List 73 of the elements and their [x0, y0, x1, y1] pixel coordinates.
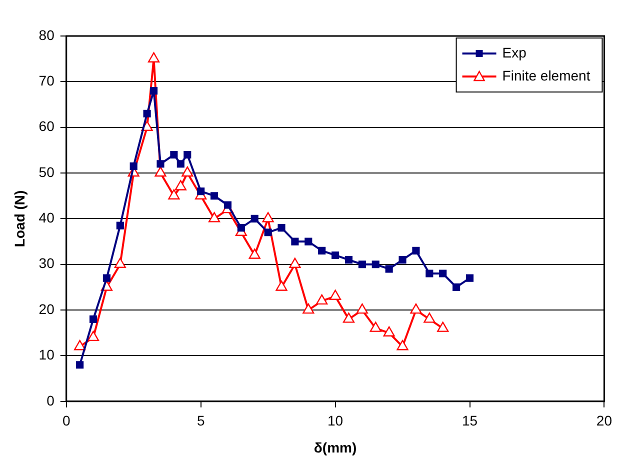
point [278, 224, 286, 232]
point [174, 180, 186, 190]
point [332, 251, 340, 260]
point [150, 87, 158, 95]
point [176, 160, 184, 168]
point [302, 303, 314, 314]
point [398, 256, 406, 264]
x-tick-label: 0 [62, 412, 70, 429]
point [412, 246, 420, 254]
point [466, 274, 474, 282]
point [143, 110, 151, 118]
point [224, 201, 232, 209]
point [264, 228, 272, 236]
point [248, 248, 260, 259]
point [424, 312, 436, 323]
y-axis-title: Load (N) [11, 190, 28, 248]
point [208, 212, 220, 222]
y-tick-label: 70 [38, 72, 55, 89]
point [372, 260, 380, 268]
point [210, 192, 218, 200]
point [344, 256, 353, 264]
x-axis-title: δ(mm) [314, 439, 357, 456]
y-tick-label: 80 [38, 26, 55, 43]
x-tick-label: 20 [596, 412, 612, 429]
point [342, 312, 355, 323]
point [89, 315, 98, 323]
x-tick-label: 15 [462, 412, 478, 429]
y-tick-label: 20 [38, 300, 55, 317]
point [154, 166, 166, 177]
point [304, 238, 312, 246]
point [318, 246, 326, 254]
point [87, 330, 100, 342]
point [316, 294, 328, 305]
point [276, 280, 288, 291]
point [437, 322, 449, 332]
point [114, 258, 126, 268]
point [385, 265, 393, 273]
x-tick-label: 5 [196, 412, 205, 429]
y-tick-label: 30 [38, 255, 55, 272]
point [396, 340, 408, 350]
point [289, 258, 301, 268]
y-tick-label: 40 [38, 210, 55, 226]
y-tick-label: 50 [38, 164, 55, 180]
point [426, 270, 434, 278]
legend-label: Exp [502, 44, 527, 60]
point [197, 188, 205, 196]
point [237, 224, 245, 232]
point [329, 290, 342, 300]
point [156, 160, 164, 168]
point [130, 162, 138, 170]
point [291, 238, 299, 246]
point [184, 150, 192, 159]
point [262, 212, 274, 222]
point [116, 222, 124, 230]
point [182, 166, 194, 177]
x-tick-label: 10 [328, 412, 344, 429]
point [356, 303, 368, 314]
y-tick-label: 10 [38, 346, 55, 363]
point [76, 361, 84, 369]
legend-label: Finite element [502, 67, 590, 84]
y-tick-label: 60 [38, 118, 55, 134]
point [168, 189, 180, 200]
point [410, 303, 422, 314]
point [170, 150, 178, 159]
point [102, 274, 110, 282]
point [370, 322, 382, 332]
point [358, 260, 366, 268]
y-tick-label: 0 [46, 392, 55, 408]
point [250, 214, 258, 222]
point [383, 326, 395, 336]
point [452, 283, 460, 291]
point [439, 270, 447, 278]
point [74, 340, 86, 350]
